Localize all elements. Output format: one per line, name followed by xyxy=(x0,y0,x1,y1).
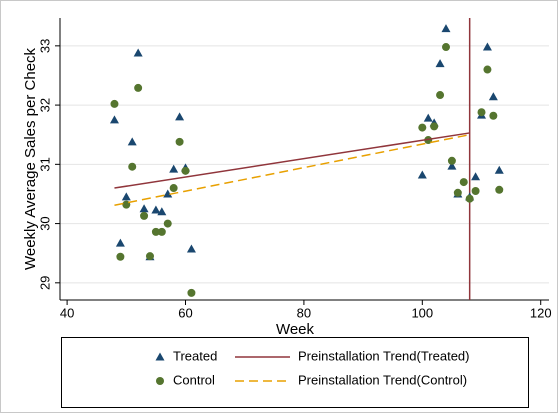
point xyxy=(133,48,143,57)
point xyxy=(441,24,451,33)
point xyxy=(139,204,149,213)
point xyxy=(495,185,504,194)
y-axis-label: Weekly Average Sales per Check xyxy=(22,47,39,270)
point xyxy=(435,59,445,68)
point xyxy=(441,43,450,52)
point xyxy=(151,227,160,236)
point xyxy=(459,178,468,187)
point xyxy=(109,115,119,124)
point xyxy=(465,194,474,203)
point xyxy=(140,211,149,220)
point xyxy=(157,227,166,236)
legend-label: Preinstallation Trend(Treated) xyxy=(298,348,470,363)
point xyxy=(157,207,167,216)
trend-line xyxy=(114,132,470,189)
point xyxy=(169,164,179,173)
point xyxy=(482,42,492,51)
point xyxy=(151,205,161,214)
point xyxy=(471,186,480,195)
x-tick-label: 60 xyxy=(178,305,192,320)
point xyxy=(471,172,481,181)
point xyxy=(423,113,433,122)
x-tick-label: 120 xyxy=(530,305,552,320)
legend-label: Control xyxy=(173,372,215,387)
point xyxy=(494,165,504,174)
point xyxy=(477,108,486,117)
point xyxy=(169,184,178,193)
point xyxy=(110,99,119,108)
y-tick-label: 30 xyxy=(37,216,52,230)
point xyxy=(447,156,456,165)
point xyxy=(436,91,445,100)
point xyxy=(488,92,498,101)
x-axis-label: Week xyxy=(276,321,315,338)
point xyxy=(116,252,125,261)
point xyxy=(483,65,492,74)
legend-label: Treated xyxy=(173,348,217,363)
point xyxy=(418,123,427,132)
point xyxy=(163,189,173,198)
point xyxy=(115,238,125,247)
point xyxy=(175,137,184,146)
point xyxy=(121,192,131,201)
point xyxy=(163,219,172,228)
y-tick-label: 33 xyxy=(37,39,52,53)
y-tick-label: 29 xyxy=(37,276,52,290)
legend-label: Preinstallation Trend(Control) xyxy=(298,372,467,387)
point xyxy=(417,170,427,179)
point xyxy=(447,161,457,170)
point xyxy=(127,137,137,146)
legend-key xyxy=(155,352,165,361)
x-tick-label: 40 xyxy=(60,305,74,320)
trend-line xyxy=(114,133,470,206)
legend-key xyxy=(156,377,164,385)
point xyxy=(187,288,196,297)
y-tick-label: 31 xyxy=(37,157,52,171)
y-tick-label: 32 xyxy=(37,98,52,112)
point xyxy=(145,252,154,261)
point xyxy=(489,111,498,120)
point xyxy=(186,244,196,253)
point xyxy=(175,112,185,121)
x-tick-label: 80 xyxy=(297,305,311,320)
point xyxy=(430,122,439,131)
point xyxy=(134,83,143,92)
legend xyxy=(61,337,529,408)
point xyxy=(181,166,190,175)
x-tick-label: 100 xyxy=(411,305,433,320)
point xyxy=(128,162,137,171)
point xyxy=(453,188,462,197)
